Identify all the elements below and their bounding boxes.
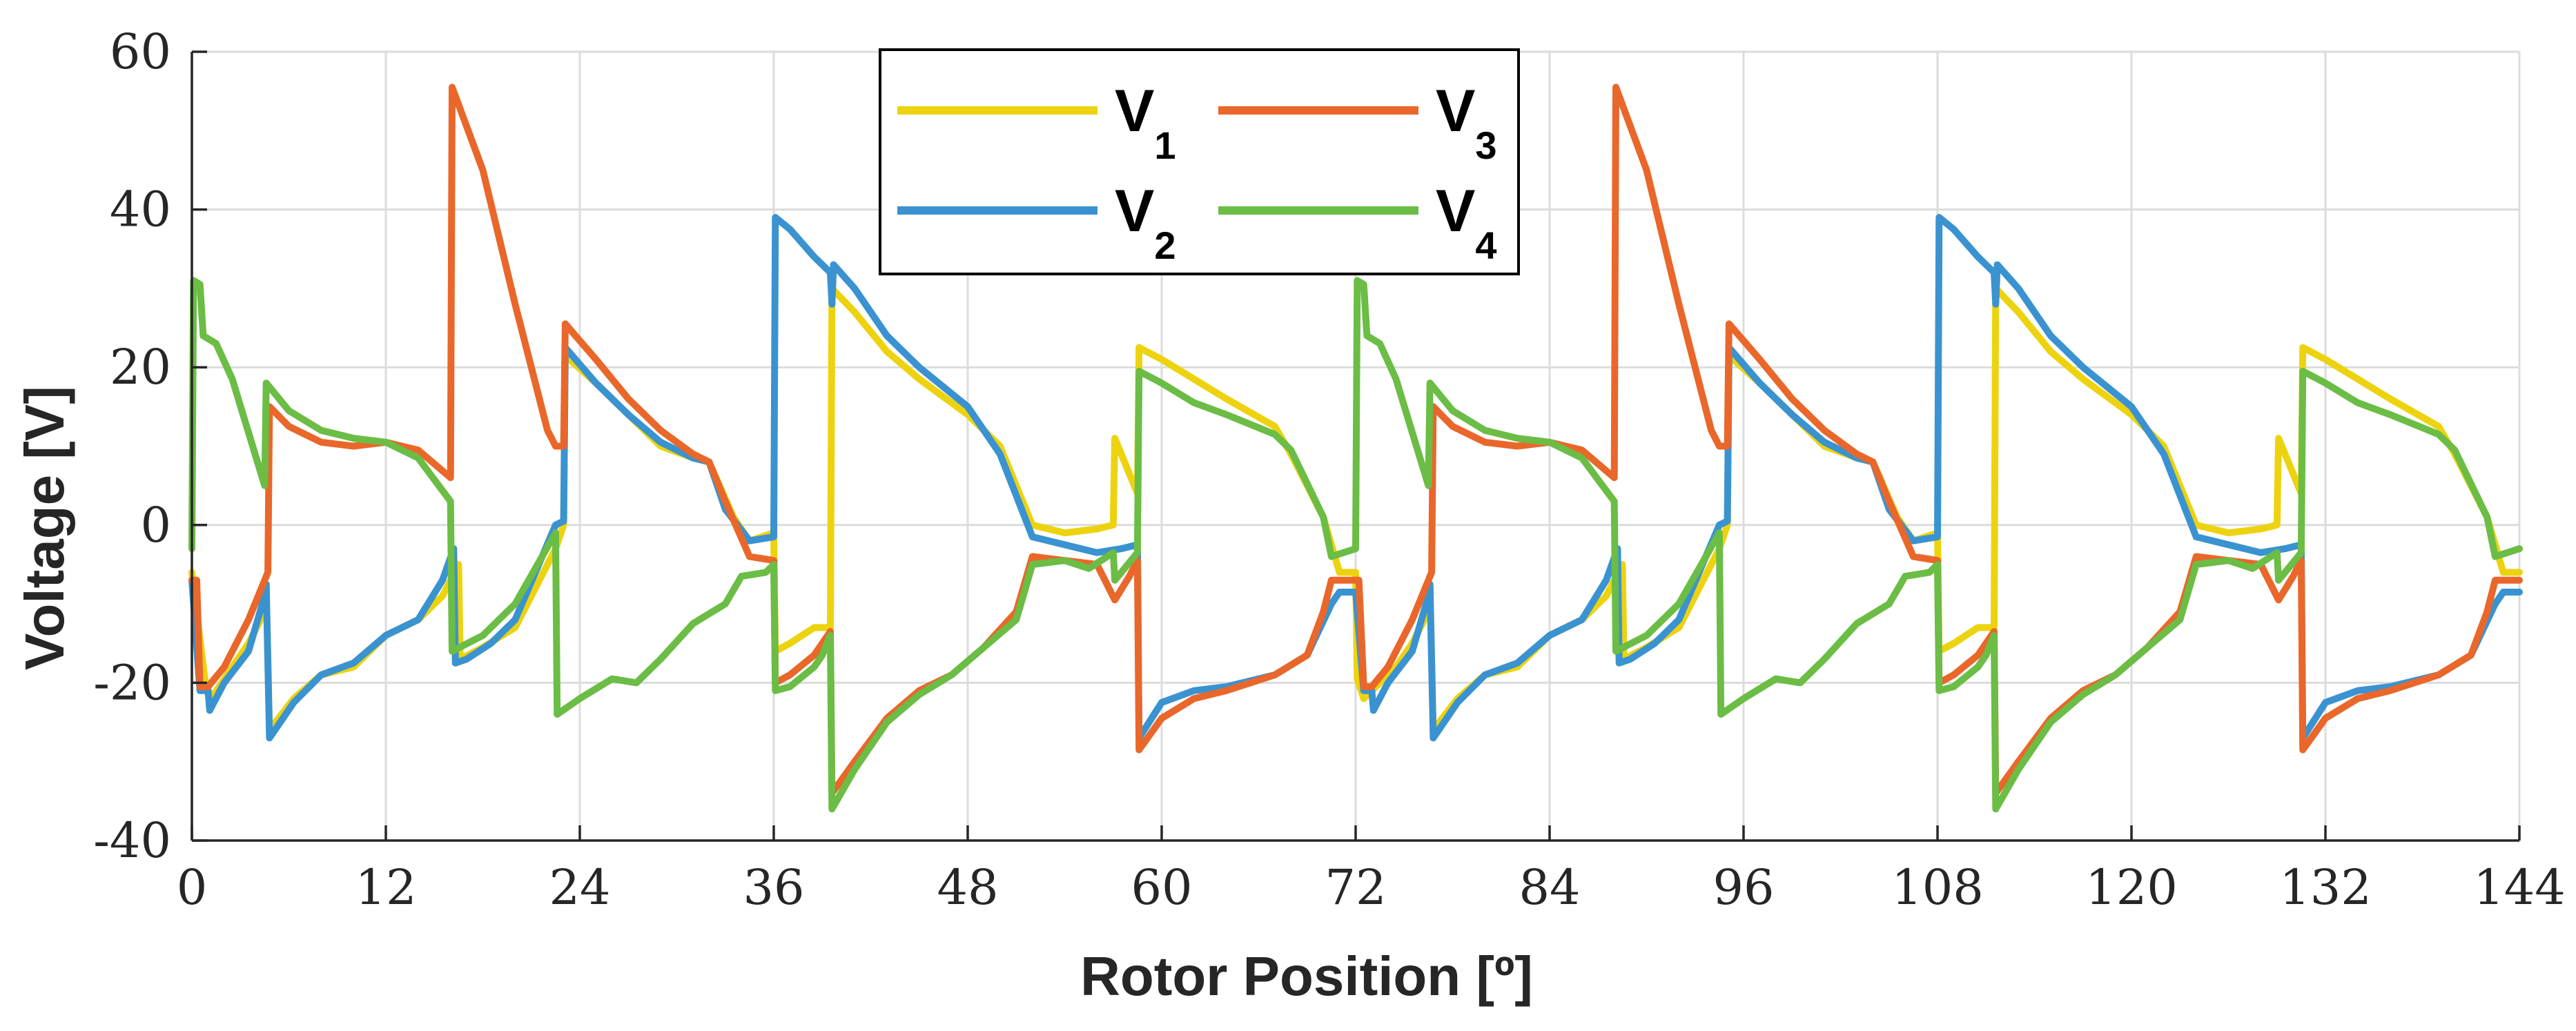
y-tick-label: -20 [93, 654, 171, 711]
x-tick-label: 72 [1325, 859, 1386, 916]
y-tick-label: 0 [140, 497, 171, 553]
x-tick-label: 84 [1519, 859, 1580, 916]
x-tick-label: 144 [2473, 859, 2566, 916]
x-tick-label: 12 [355, 859, 416, 916]
x-tick-label: 108 [1891, 859, 1984, 916]
x-tick-label: 0 [177, 859, 208, 916]
legend-label-v4: V4 [1436, 178, 1497, 267]
y-tick-label: 60 [110, 23, 171, 80]
x-tick-label: 60 [1131, 859, 1192, 916]
series-line-v2 [188, 214, 2523, 742]
x-tick-labels: 0 12 24 36 48 60 72 84 96 108 120 132 144 [177, 859, 2566, 916]
series-line-v4 [188, 277, 2523, 813]
x-tick-label: 36 [743, 859, 804, 916]
x-tick-label: 132 [2279, 859, 2372, 916]
series-lines [188, 84, 2523, 813]
x-tick-label: 48 [937, 859, 998, 916]
legend-label-v2: V2 [1115, 178, 1176, 267]
axes [191, 50, 2521, 842]
x-tick-label: 24 [549, 859, 610, 916]
x-tick-label: 120 [2085, 859, 2178, 916]
y-tick-label: 40 [110, 181, 171, 238]
x-axis-title: Rotor Position [º] [1080, 945, 1533, 1007]
y-tick-label: 20 [110, 339, 171, 395]
y-axis-title: Voltage [V] [14, 386, 75, 670]
legend-label-v3: V3 [1436, 78, 1497, 167]
series-line-v1 [188, 284, 2523, 734]
legend: V1 V2 V3 V4 [879, 48, 1520, 275]
legend-box [879, 48, 1520, 275]
y-tick-labels: 60 40 20 0 -20 -40 [93, 23, 171, 869]
y-tick-label: -40 [93, 812, 171, 869]
legend-label-v1: V1 [1115, 78, 1176, 167]
x-tick-label: 96 [1713, 859, 1774, 916]
